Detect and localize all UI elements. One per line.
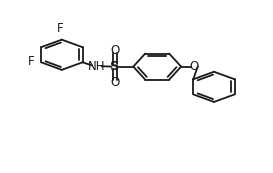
Text: S: S: [110, 60, 120, 73]
Text: F: F: [57, 22, 64, 35]
Text: O: O: [189, 60, 199, 73]
Text: NH: NH: [88, 60, 105, 73]
Text: O: O: [111, 44, 120, 57]
Text: O: O: [111, 76, 120, 89]
Text: F: F: [28, 55, 34, 68]
